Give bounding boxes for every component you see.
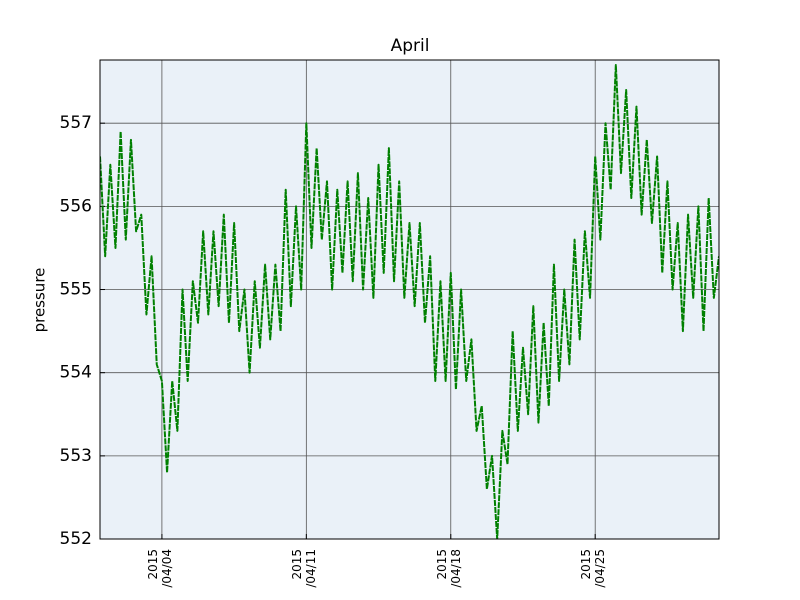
plot-frame	[99, 59, 720, 540]
y-axis-label: pressure	[31, 268, 49, 333]
y-tick-label: 553	[60, 446, 92, 466]
y-tick-label: 554	[60, 363, 92, 383]
plot-background	[100, 60, 719, 539]
x-tick-label: 2015 /04/11	[290, 549, 319, 588]
y-tick-label: 556	[60, 196, 92, 216]
y-tick-label: 555	[60, 280, 92, 300]
x-tick-label: 2015 /04/04	[145, 549, 174, 588]
y-tick-label: 552	[60, 529, 92, 549]
x-tick-label: 2015 /04/25	[579, 549, 608, 588]
chart-title: April	[391, 36, 430, 56]
y-tick-label: 557	[60, 113, 92, 133]
data-line	[100, 63, 719, 539]
x-tick-label: 2015 /04/18	[434, 549, 463, 588]
